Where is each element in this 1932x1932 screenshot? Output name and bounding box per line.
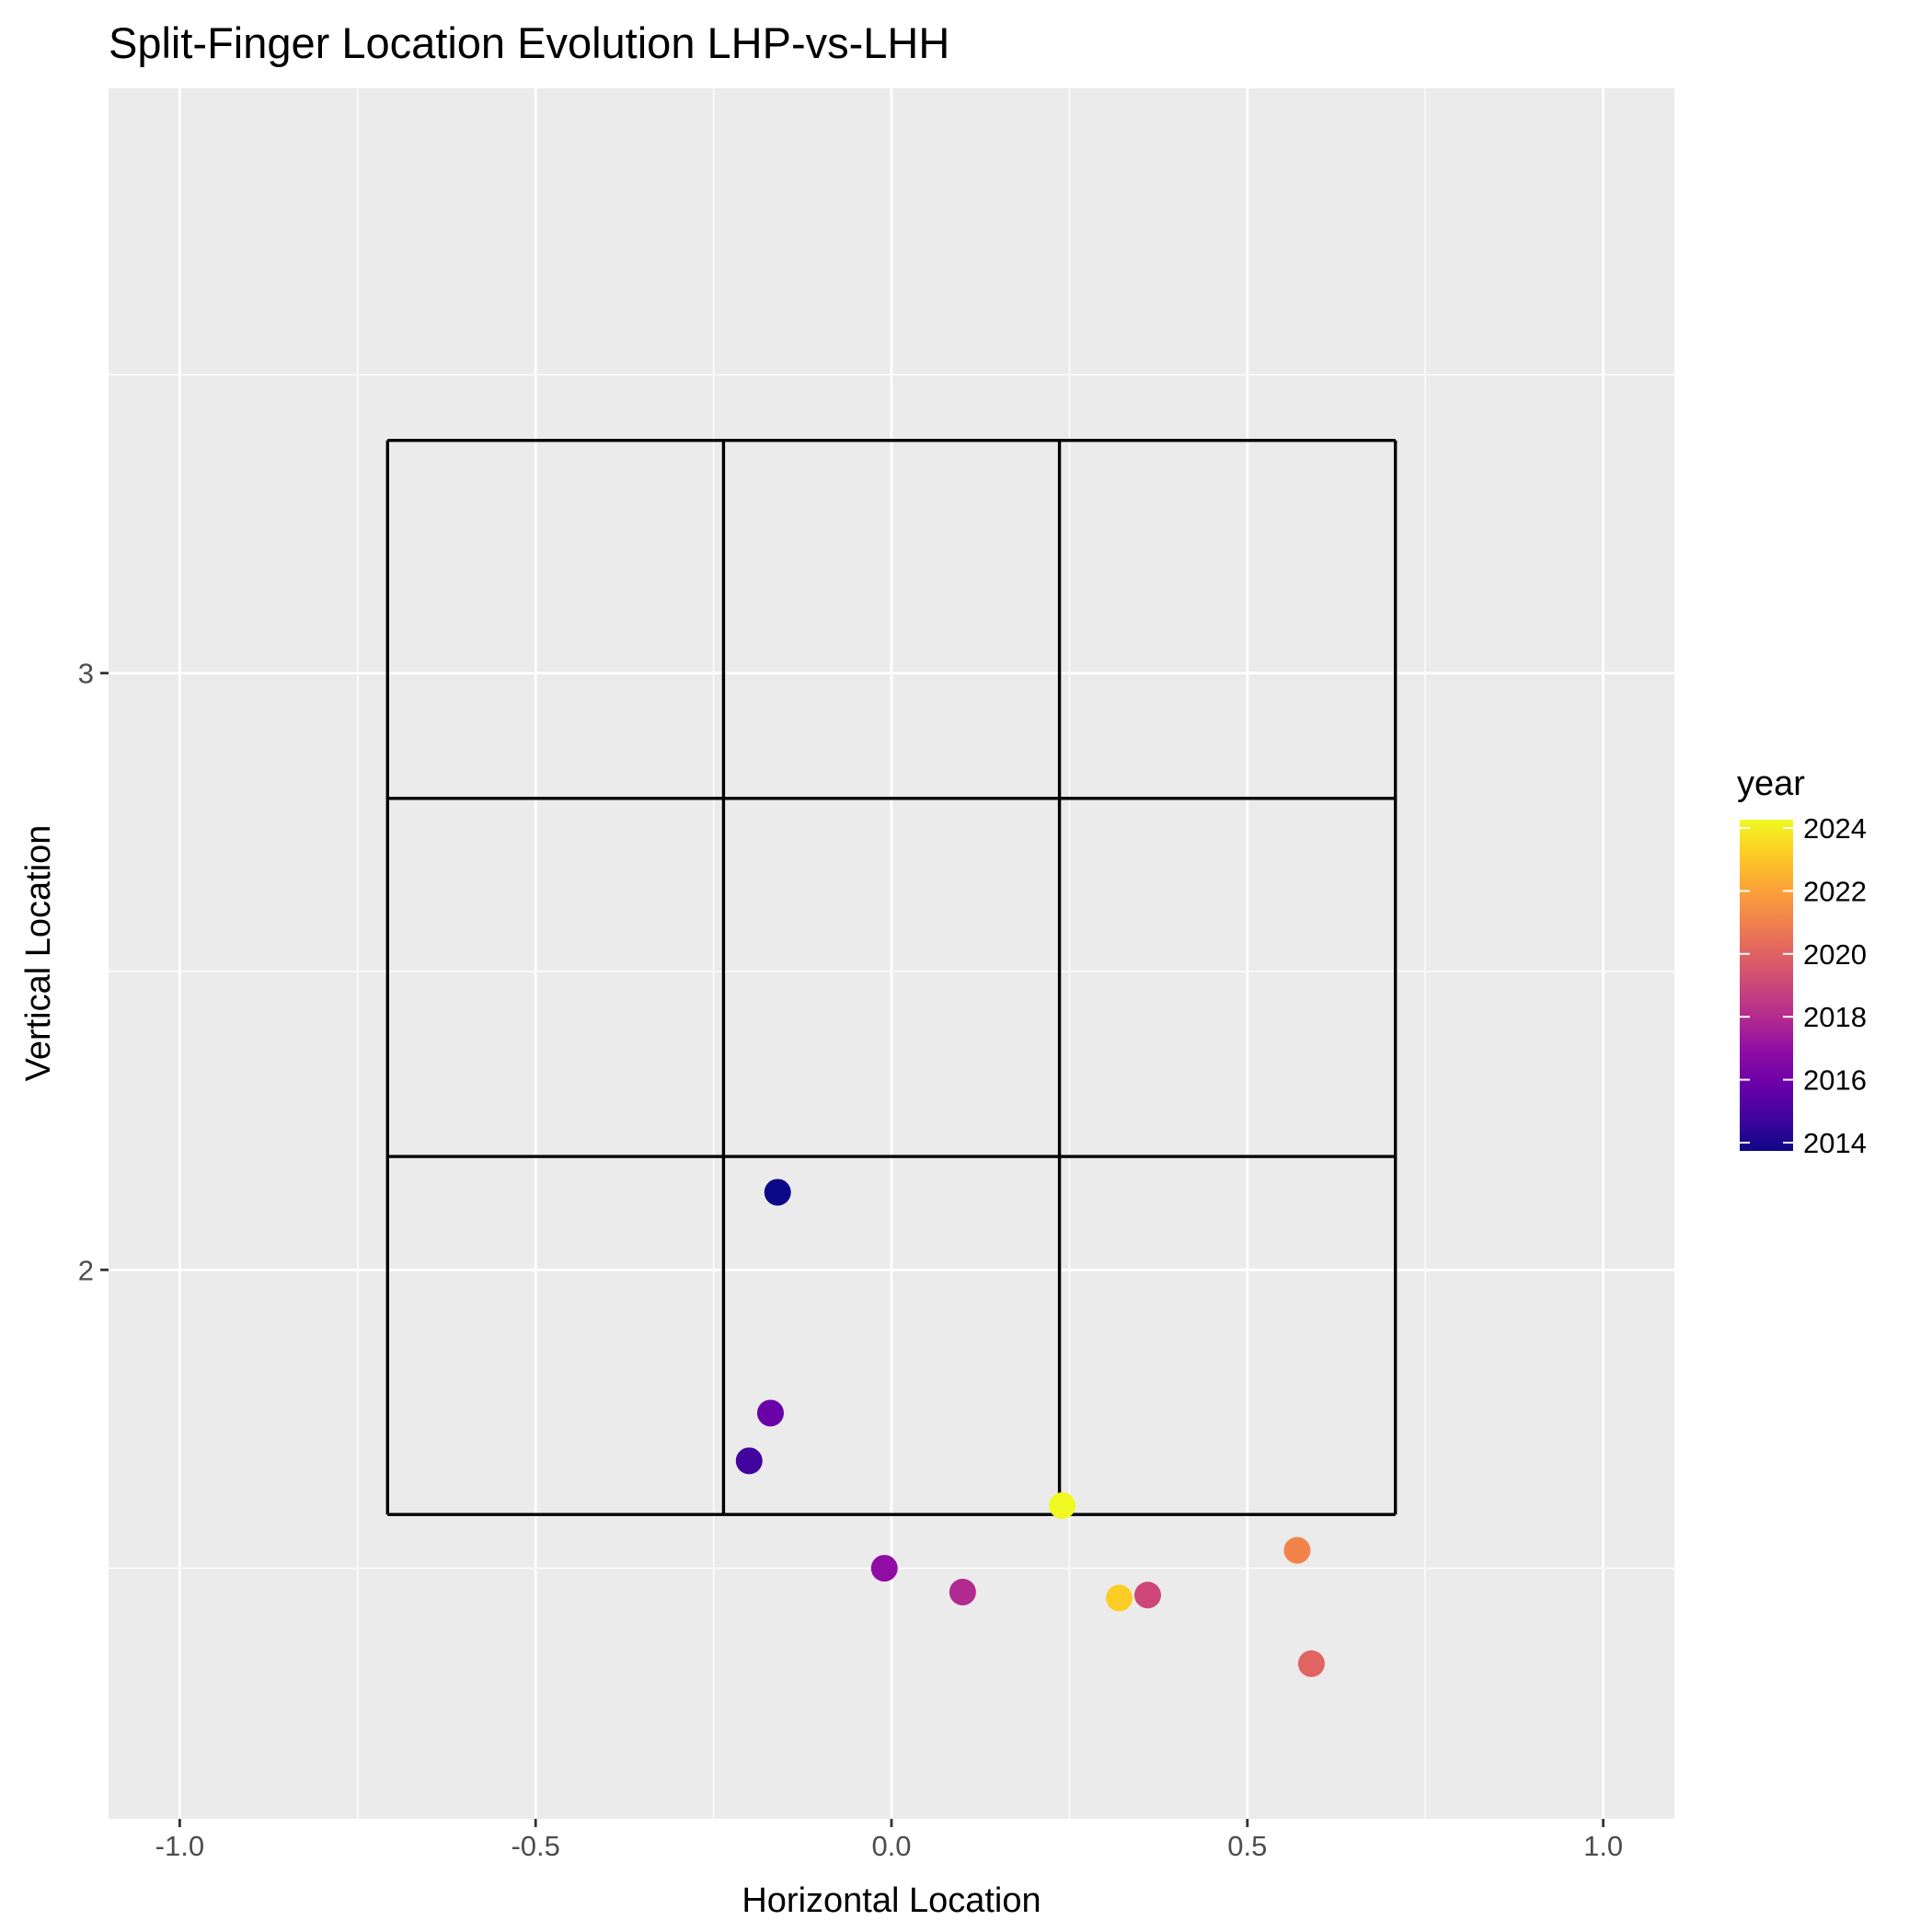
- y-axis: 23: [78, 658, 109, 1286]
- y-tick-label: 2: [78, 1254, 94, 1286]
- data-point: [1106, 1584, 1133, 1612]
- x-tick-label: 1.0: [1583, 1830, 1623, 1862]
- legend-colorbar: [1740, 820, 1793, 1151]
- data-points: [735, 1179, 1325, 1677]
- strike-zone: [385, 438, 1397, 1516]
- color-legend: year 2014 2016 2018 2020 2022 2024: [1737, 765, 1867, 1159]
- legend-tick-label: 2018: [1803, 1001, 1867, 1033]
- major-gridlines: [109, 88, 1674, 1819]
- y-axis-title: Vertical Location: [19, 825, 58, 1082]
- data-point: [1283, 1536, 1311, 1564]
- x-tick-label: 0.5: [1227, 1830, 1267, 1862]
- data-point: [1049, 1491, 1076, 1519]
- legend-tick-label: 2014: [1803, 1127, 1867, 1159]
- data-point: [1297, 1650, 1325, 1677]
- legend-tick-label: 2022: [1803, 875, 1867, 907]
- legend-tick-label: 2016: [1803, 1064, 1867, 1097]
- data-point: [1134, 1581, 1162, 1609]
- legend-ticks: 2014 2016 2018 2020 2022 2024: [1740, 812, 1867, 1159]
- legend-tick-label: 2024: [1803, 812, 1867, 845]
- data-point: [764, 1179, 791, 1206]
- x-tick-label: -1.0: [155, 1830, 204, 1862]
- legend-tick-label: 2020: [1803, 938, 1867, 971]
- data-point: [949, 1579, 976, 1606]
- x-axis: -1.0 -0.5 0.0 0.5 1.0: [155, 1819, 1623, 1862]
- data-point: [735, 1447, 763, 1475]
- x-tick-label: 0.0: [871, 1830, 911, 1862]
- x-tick-label: -0.5: [511, 1830, 559, 1862]
- legend-title: year: [1737, 765, 1805, 803]
- data-point: [756, 1399, 784, 1427]
- data-point: [870, 1555, 898, 1582]
- chart-title: Split-Finger Location Evolution LHP-vs-L…: [109, 18, 949, 67]
- y-tick-label: 3: [78, 658, 94, 690]
- x-axis-title: Horizontal Location: [742, 1881, 1041, 1920]
